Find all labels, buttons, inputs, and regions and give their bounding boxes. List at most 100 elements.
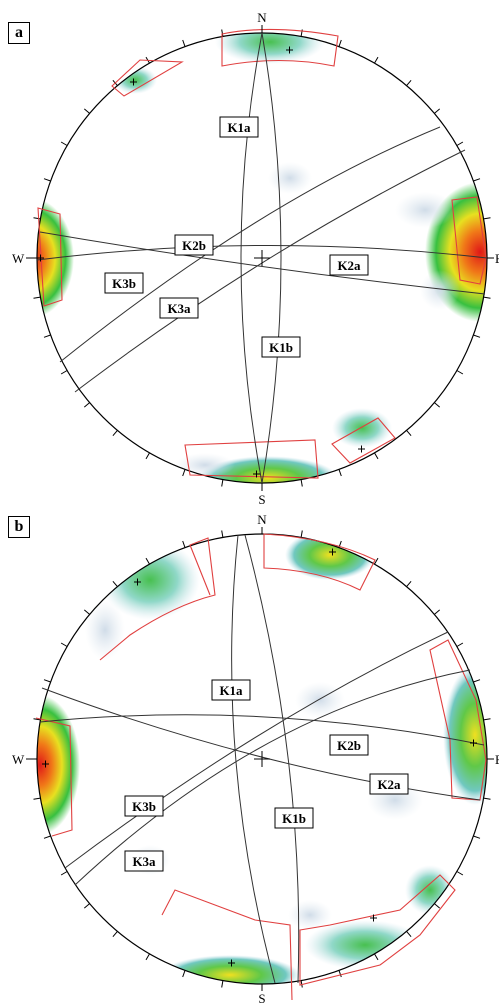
tick-mark: [83, 402, 90, 408]
tick-mark: [483, 797, 491, 800]
tick-mark: [221, 980, 224, 988]
panel-b-tag: b: [8, 516, 30, 538]
tick-mark: [221, 479, 224, 487]
tick-mark: [33, 718, 41, 721]
tick-mark: [406, 430, 412, 437]
tick-mark: [221, 29, 224, 37]
stereonet-a: K1a K2b K3b K3a K2a K1b N S W E: [12, 10, 499, 507]
tick-mark: [338, 39, 342, 47]
west-label-a: W: [12, 251, 25, 266]
label-K2a-b: K2a: [377, 777, 401, 792]
tick-mark: [483, 217, 491, 220]
tick-mark: [33, 217, 41, 220]
tick-mark: [83, 108, 90, 114]
tick-mark: [182, 469, 186, 477]
plane-K3a-b: [74, 669, 471, 886]
tick-mark: [43, 835, 51, 839]
label-K2b-b: K2b: [337, 738, 361, 753]
center-cross-a: [254, 250, 270, 266]
plane-K2a-b: [41, 687, 481, 801]
tick-mark: [456, 370, 464, 375]
south-label-a: S: [258, 492, 265, 507]
tick-mark: [434, 903, 441, 909]
plane-K1a-b: [231, 534, 276, 984]
plane-K1b: [261, 32, 282, 484]
tick-mark: [374, 452, 379, 460]
tick-mark: [182, 970, 186, 978]
tick-mark: [300, 530, 303, 538]
tick-mark: [60, 642, 68, 647]
tick-mark: [145, 452, 150, 460]
label-K2b: K2b: [182, 238, 206, 253]
tick-mark: [473, 835, 481, 839]
north-label-a: N: [257, 10, 267, 25]
tick-mark: [33, 296, 41, 299]
label-K1a-b: K1a: [219, 683, 243, 698]
north-label-b: N: [257, 512, 267, 527]
tick-mark: [434, 609, 441, 615]
tick-mark: [456, 642, 464, 647]
panel-a-tag: a: [8, 22, 30, 44]
compass-b: N S W E: [12, 512, 499, 1006]
tick-mark: [112, 430, 118, 437]
window-outlines-a: [37, 28, 487, 479]
tick-mark: [60, 370, 68, 375]
plane-K2a: [39, 231, 486, 295]
plane-K1b-b: [244, 534, 300, 984]
plane-K3b: [59, 126, 441, 363]
tick-mark: [43, 334, 51, 338]
label-K3a: K3a: [167, 301, 191, 316]
label-K2a: K2a: [337, 258, 361, 273]
tick-mark: [112, 580, 118, 587]
plane-K2b: [36, 245, 488, 261]
east-label-b: E: [495, 752, 499, 767]
tick-mark: [221, 530, 224, 538]
plane-labels-a: K1a K2b K3b K3a K2a K1b: [104, 116, 369, 358]
tick-mark: [473, 178, 481, 182]
density-contours-b: [37, 534, 487, 984]
east-label-a: E: [495, 251, 499, 266]
tick-mark: [456, 141, 464, 146]
tick-marks-a: [33, 29, 491, 487]
great-circles-a: [36, 32, 488, 484]
label-K1b: K1b: [269, 340, 293, 355]
stereonet-b: K1a K2b K3b K1b K2a K3a N S W E: [12, 512, 499, 1006]
label-K3b-b: K3b: [132, 799, 156, 814]
tick-mark: [434, 402, 441, 408]
tick-mark: [374, 557, 379, 565]
tick-mark: [406, 79, 412, 86]
compass-a: N S W E: [12, 10, 499, 507]
tick-mark: [483, 296, 491, 299]
plane-labels-b: K1a K2b K3b K1b K2a K3a: [124, 679, 409, 872]
tick-mark: [338, 970, 342, 978]
south-label-b: S: [258, 991, 265, 1006]
tick-mark: [145, 557, 150, 565]
tick-mark: [33, 797, 41, 800]
tick-mark: [473, 334, 481, 338]
tick-mark: [60, 141, 68, 146]
density-contours-a: [37, 33, 487, 483]
window-outlines-b: [35, 533, 487, 1001]
tick-mark: [434, 108, 441, 114]
tick-mark: [406, 931, 412, 938]
label-K3b: K3b: [112, 276, 136, 291]
tick-mark: [483, 718, 491, 721]
tick-mark: [60, 871, 68, 876]
tick-mark: [182, 39, 186, 47]
tick-mark: [406, 580, 412, 587]
label-K1b-b: K1b: [282, 811, 306, 826]
pole-markers-a: [37, 46, 365, 478]
tick-mark: [43, 679, 51, 683]
tick-mark: [374, 56, 379, 64]
tick-mark: [374, 953, 379, 961]
plane-K3b-b: [64, 631, 449, 869]
center-cross-b: [254, 751, 270, 767]
plane-K1a: [240, 32, 263, 484]
tick-mark: [338, 469, 342, 477]
tick-mark: [83, 609, 90, 615]
plane-K3a: [74, 149, 466, 393]
plane-K2b-b: [39, 714, 485, 746]
tick-mark: [83, 903, 90, 909]
label-K1a: K1a: [227, 120, 251, 135]
